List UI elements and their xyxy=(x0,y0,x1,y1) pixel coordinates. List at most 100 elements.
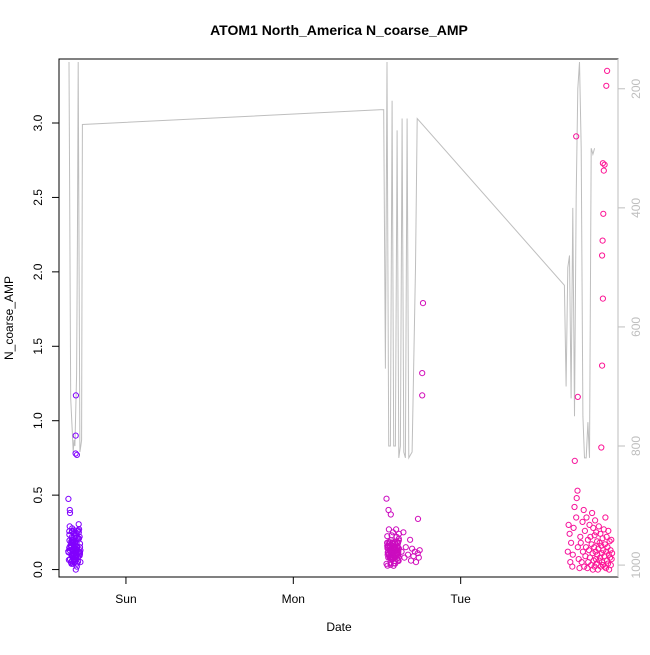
data-point xyxy=(593,529,600,536)
data-point xyxy=(600,210,607,217)
data-point xyxy=(73,539,80,546)
scatter-points xyxy=(65,67,616,573)
data-point xyxy=(592,517,599,524)
data-point xyxy=(72,551,80,558)
data-point xyxy=(579,548,587,555)
data-point xyxy=(383,495,390,502)
data-point xyxy=(583,514,590,521)
data-point xyxy=(565,521,572,529)
data-point xyxy=(577,539,584,546)
data-point xyxy=(566,530,573,537)
data-point xyxy=(73,554,80,561)
data-point xyxy=(586,521,593,529)
data-point xyxy=(66,506,73,514)
data-point xyxy=(571,503,578,511)
x-tick-label: Mon xyxy=(282,592,305,606)
data-point xyxy=(387,561,394,568)
data-point xyxy=(608,556,615,563)
y2-tick-label: 800 xyxy=(629,436,643,456)
secondary-line-layer xyxy=(68,61,596,460)
data-point xyxy=(574,393,581,400)
data-point xyxy=(573,514,580,521)
y-tick-label: 0.5 xyxy=(31,486,45,503)
y-tick-label: 2.0 xyxy=(31,263,45,280)
secondary-line xyxy=(68,61,596,460)
data-point xyxy=(72,545,79,552)
data-point xyxy=(384,533,391,540)
data-point xyxy=(581,563,588,570)
chart-title: ATOM1 North_America N_coarse_AMP xyxy=(210,22,468,38)
data-point xyxy=(416,547,423,554)
data-point xyxy=(402,544,409,551)
data-point xyxy=(568,539,575,546)
data-point xyxy=(605,527,612,535)
data-point xyxy=(603,82,610,89)
data-point xyxy=(70,539,77,546)
x-axis-label: Date xyxy=(326,620,352,634)
y-tick-label: 1.5 xyxy=(31,338,45,355)
data-point xyxy=(573,133,580,140)
data-point xyxy=(385,526,392,533)
y-tick-label: 0.0 xyxy=(31,561,45,578)
data-point xyxy=(72,432,79,439)
data-point xyxy=(606,538,613,545)
y2-tick-label: 600 xyxy=(629,317,643,337)
data-point xyxy=(584,565,591,572)
data-point xyxy=(404,551,412,558)
data-point xyxy=(577,533,584,540)
data-point xyxy=(72,566,79,573)
data-point xyxy=(384,562,391,569)
data-point xyxy=(589,509,596,517)
data-point xyxy=(603,533,610,540)
data-point xyxy=(75,521,82,528)
data-point xyxy=(419,300,427,307)
data-point xyxy=(393,526,400,533)
data-point xyxy=(73,451,81,458)
data-point xyxy=(570,524,577,532)
data-point xyxy=(598,444,605,451)
data-point xyxy=(73,563,80,570)
axes: Sun Mon Tue 0.0 0.5 1.0 1.5 2.0 2.5 3.0 200 400 600 8… xyxy=(31,58,643,606)
data-point xyxy=(69,527,76,535)
data-point xyxy=(407,536,414,543)
data-point xyxy=(76,552,83,559)
data-point xyxy=(419,370,426,377)
data-point xyxy=(65,495,72,502)
data-point xyxy=(600,167,607,174)
data-point xyxy=(571,457,578,464)
data-point xyxy=(581,527,589,535)
data-point xyxy=(591,532,598,539)
data-point xyxy=(412,559,420,566)
data-point xyxy=(608,536,615,543)
data-point xyxy=(419,392,426,399)
data-point xyxy=(609,550,616,557)
data-point xyxy=(607,562,614,569)
y-tick-label: 1.0 xyxy=(31,412,45,429)
data-point xyxy=(395,537,402,544)
data-point xyxy=(600,547,607,554)
x-tick-label: Sun xyxy=(115,592,136,606)
data-point xyxy=(387,511,394,518)
data-point xyxy=(72,392,80,399)
data-point xyxy=(579,518,586,526)
data-point xyxy=(573,495,580,502)
data-point xyxy=(384,539,391,546)
data-point xyxy=(599,252,606,259)
data-point xyxy=(601,161,608,168)
data-point xyxy=(599,362,606,369)
y-tick-label: 2.5 xyxy=(31,189,45,206)
data-point xyxy=(587,533,594,540)
data-point xyxy=(578,559,585,566)
y2-tick-label: 1000 xyxy=(629,551,643,578)
data-point xyxy=(390,549,397,556)
y2-tick-label: 400 xyxy=(629,198,643,218)
data-point xyxy=(574,544,581,551)
data-point xyxy=(75,527,82,534)
data-point xyxy=(599,160,607,167)
data-point xyxy=(66,509,74,517)
data-point xyxy=(580,506,587,514)
data-point xyxy=(601,563,608,570)
data-point xyxy=(585,547,593,554)
data-point xyxy=(604,67,611,75)
